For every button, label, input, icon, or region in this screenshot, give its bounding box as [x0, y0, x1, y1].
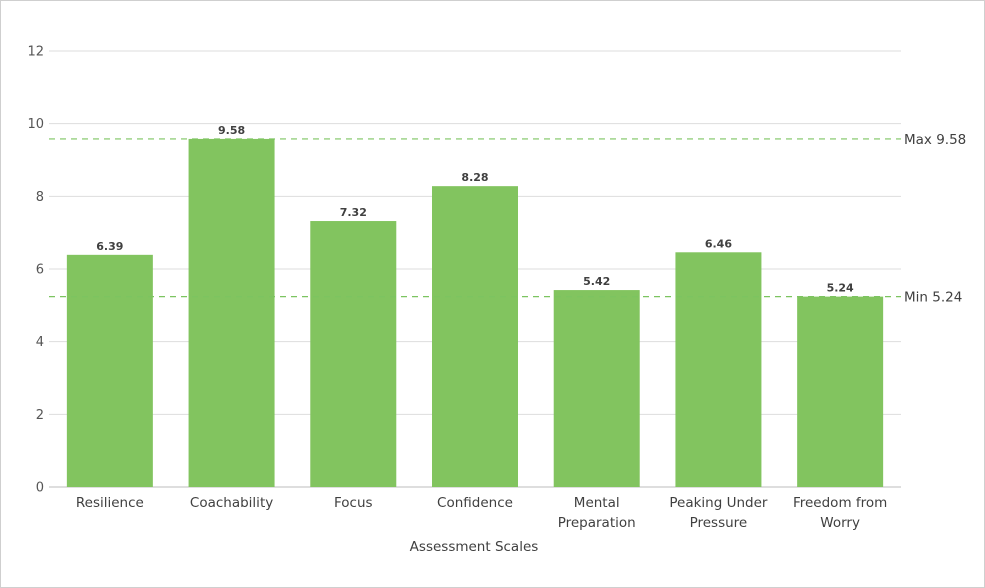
bar — [188, 138, 275, 487]
bar-value-label: 8.28 — [461, 171, 488, 184]
bar — [553, 290, 640, 487]
bar-value-label: 5.24 — [827, 282, 854, 295]
bar-value-label: 5.42 — [583, 275, 610, 288]
x-tick-label: Mental Preparation — [558, 495, 636, 531]
x-tick-label: Confidence — [437, 495, 513, 511]
x-tick-label: Freedom from Worry — [793, 495, 887, 531]
y-tick-label: 6 — [36, 263, 44, 278]
reference-lines: Max 9.58 Min 5.24 — [49, 132, 966, 306]
y-tick-label: 12 — [27, 45, 44, 60]
bar-value-label: 9.58 — [218, 124, 245, 137]
bars — [66, 138, 884, 488]
bar-value-label: 6.46 — [705, 237, 732, 250]
bar — [432, 186, 518, 487]
bar — [310, 221, 397, 488]
x-tick-label: Coachability — [190, 495, 273, 511]
reference-line-label: Min 5.24 — [904, 290, 962, 306]
y-tick-label: 8 — [36, 190, 44, 205]
y-tick-label: 0 — [36, 481, 44, 496]
x-axis-ticks: Resilience Coachability Focus Confidence Men… — [76, 495, 887, 531]
bar-value-label: 7.32 — [340, 206, 367, 219]
reference-line-label: Max 9.58 — [904, 132, 966, 148]
x-tick-label: Peaking Under Pressure — [669, 495, 768, 531]
y-axis-ticks: 0 2 4 6 8 10 12 — [27, 45, 44, 496]
bar — [797, 296, 884, 487]
x-tick-label: Focus — [334, 495, 373, 511]
bar-value-label: 6.39 — [96, 240, 123, 253]
y-tick-label: 2 — [36, 408, 44, 423]
x-axis-title: Assessment Scales — [410, 539, 539, 555]
value-labels: 6.39 9.58 7.32 8.28 5.42 6.46 5.24 — [96, 124, 854, 295]
y-tick-label: 4 — [36, 335, 44, 350]
bar — [675, 252, 762, 487]
y-tick-label: 10 — [27, 117, 44, 132]
x-tick-label: Resilience — [76, 495, 144, 511]
bar — [66, 254, 153, 487]
